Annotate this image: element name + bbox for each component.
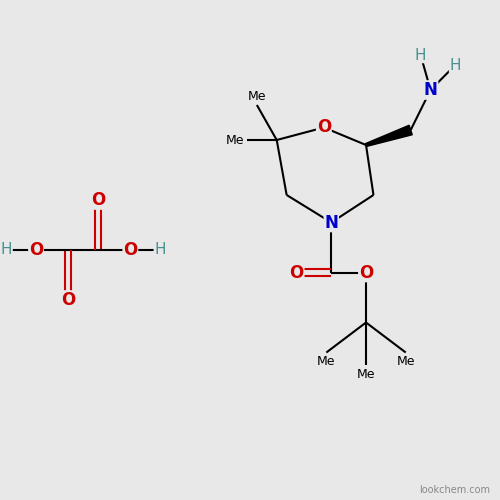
Text: H: H bbox=[450, 58, 461, 72]
Text: H: H bbox=[154, 242, 166, 258]
Text: Me: Me bbox=[226, 134, 244, 146]
Text: N: N bbox=[324, 214, 338, 232]
Text: O: O bbox=[91, 191, 105, 209]
Text: O: O bbox=[316, 118, 331, 136]
Text: O: O bbox=[29, 241, 43, 259]
Polygon shape bbox=[366, 126, 412, 146]
Text: H: H bbox=[0, 242, 12, 258]
Text: lookchem.com: lookchem.com bbox=[419, 485, 490, 495]
Text: O: O bbox=[359, 264, 373, 281]
Text: Me: Me bbox=[248, 90, 266, 102]
Text: Me: Me bbox=[357, 368, 376, 380]
Text: O: O bbox=[61, 291, 76, 309]
Text: N: N bbox=[424, 81, 438, 99]
Text: Me: Me bbox=[396, 355, 415, 368]
Text: H: H bbox=[415, 48, 426, 62]
Text: O: O bbox=[123, 241, 138, 259]
Text: Me: Me bbox=[317, 355, 336, 368]
Text: O: O bbox=[290, 264, 304, 281]
